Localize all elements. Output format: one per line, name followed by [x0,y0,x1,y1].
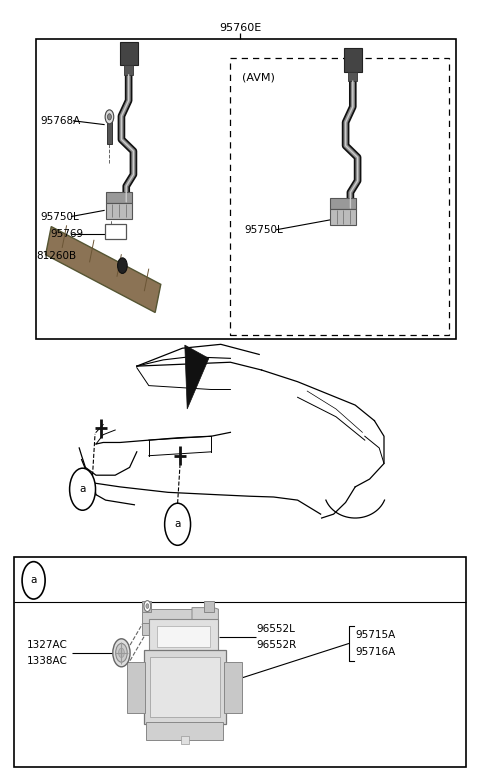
Text: 95715A: 95715A [355,630,396,640]
Polygon shape [107,121,112,144]
Bar [36,39,456,339]
Circle shape [165,503,191,545]
Bar [146,722,223,740]
Polygon shape [192,608,218,623]
Text: 95716A: 95716A [355,647,396,657]
Bar [230,58,449,335]
Polygon shape [344,48,362,72]
Text: (AVM): (AVM) [242,73,275,83]
Bar [127,662,145,713]
Text: 95750L: 95750L [41,212,80,221]
Circle shape [70,468,96,510]
Text: a: a [79,485,86,494]
Circle shape [119,648,124,657]
Circle shape [105,110,114,124]
Bar [181,736,189,744]
Text: 1327AC: 1327AC [26,640,67,650]
Text: 96552L: 96552L [257,625,296,634]
Circle shape [116,643,127,662]
Bar [14,557,466,767]
Text: 95769: 95769 [50,229,84,238]
Text: 81260B: 81260B [36,251,76,260]
Bar [149,619,218,654]
Circle shape [118,258,127,273]
Text: 95750L: 95750L [245,225,284,234]
Polygon shape [46,227,161,312]
Polygon shape [142,601,151,612]
Bar [144,650,226,724]
Text: 95768A: 95768A [41,116,81,125]
Circle shape [146,604,149,608]
Circle shape [113,639,130,667]
Text: a: a [30,576,37,585]
Polygon shape [106,203,132,219]
Bar [157,626,210,647]
Bar [224,662,242,713]
Bar [150,657,220,717]
Polygon shape [124,65,133,75]
Text: 1338AC: 1338AC [26,656,67,665]
Circle shape [22,562,45,599]
Polygon shape [106,192,132,203]
Polygon shape [185,345,209,409]
Polygon shape [330,209,356,225]
Circle shape [108,114,111,120]
Text: a: a [174,520,181,529]
Polygon shape [348,72,357,81]
Text: 96552R: 96552R [257,640,297,650]
Polygon shape [204,601,214,612]
Polygon shape [120,42,138,65]
Bar [105,224,126,239]
Circle shape [144,601,151,612]
Polygon shape [142,609,214,623]
Polygon shape [330,198,356,209]
Text: 95760E: 95760E [219,23,261,33]
Polygon shape [142,623,154,635]
